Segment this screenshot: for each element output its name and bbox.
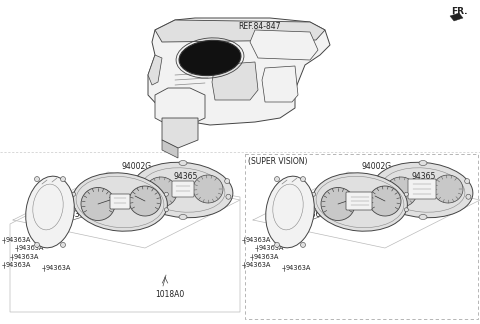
Ellipse shape — [179, 40, 241, 75]
Ellipse shape — [60, 242, 65, 248]
Ellipse shape — [312, 208, 316, 212]
Text: (SUPER VISION): (SUPER VISION) — [248, 157, 308, 166]
Ellipse shape — [179, 160, 187, 166]
Ellipse shape — [266, 176, 314, 248]
Ellipse shape — [433, 175, 463, 203]
Ellipse shape — [136, 196, 141, 202]
Ellipse shape — [376, 196, 381, 202]
Ellipse shape — [312, 173, 408, 231]
Ellipse shape — [72, 173, 168, 231]
Ellipse shape — [419, 214, 427, 219]
Text: 94363A: 94363A — [246, 237, 271, 243]
Ellipse shape — [404, 208, 408, 212]
Ellipse shape — [275, 242, 279, 248]
Text: 94363A: 94363A — [14, 254, 39, 260]
Ellipse shape — [164, 192, 168, 196]
Text: 94363A: 94363A — [259, 245, 284, 251]
Ellipse shape — [26, 176, 74, 248]
Ellipse shape — [369, 186, 401, 216]
Polygon shape — [155, 20, 325, 42]
Text: 1018A0: 1018A0 — [155, 290, 184, 299]
Polygon shape — [212, 62, 258, 100]
Ellipse shape — [275, 177, 279, 181]
Text: 94363A: 94363A — [254, 254, 279, 260]
Ellipse shape — [145, 177, 177, 207]
Ellipse shape — [300, 242, 305, 248]
Text: 94363A: 94363A — [19, 245, 44, 251]
FancyBboxPatch shape — [172, 181, 194, 197]
Ellipse shape — [376, 179, 381, 184]
Text: REF.84-847: REF.84-847 — [238, 22, 280, 31]
Polygon shape — [148, 18, 330, 125]
FancyBboxPatch shape — [346, 192, 372, 210]
FancyBboxPatch shape — [408, 179, 436, 199]
Ellipse shape — [404, 192, 408, 196]
Text: 94360D: 94360D — [65, 210, 95, 219]
Ellipse shape — [72, 208, 76, 212]
Ellipse shape — [179, 214, 187, 219]
Polygon shape — [162, 118, 198, 148]
Ellipse shape — [129, 186, 161, 216]
Ellipse shape — [164, 208, 168, 212]
Ellipse shape — [300, 177, 305, 181]
Ellipse shape — [133, 162, 233, 218]
Text: 94370B: 94370B — [348, 196, 377, 205]
Polygon shape — [262, 66, 298, 102]
Ellipse shape — [385, 177, 417, 207]
Ellipse shape — [312, 192, 316, 196]
Ellipse shape — [72, 192, 76, 196]
Text: 94363A: 94363A — [286, 265, 312, 271]
Ellipse shape — [373, 162, 473, 218]
Ellipse shape — [226, 194, 231, 199]
Ellipse shape — [225, 179, 229, 184]
Text: 94365: 94365 — [174, 172, 198, 181]
Ellipse shape — [193, 175, 223, 203]
Text: 94002G: 94002G — [122, 162, 152, 171]
Text: 94363A: 94363A — [6, 262, 31, 268]
Polygon shape — [450, 13, 463, 21]
Text: 94363A: 94363A — [6, 237, 31, 243]
FancyBboxPatch shape — [110, 194, 130, 209]
Ellipse shape — [466, 194, 471, 199]
Ellipse shape — [465, 179, 469, 184]
Polygon shape — [155, 88, 205, 125]
Polygon shape — [162, 140, 178, 158]
Text: 94363A: 94363A — [46, 265, 72, 271]
Text: 94360D: 94360D — [302, 210, 332, 219]
Polygon shape — [148, 55, 162, 85]
Text: 94370B: 94370B — [110, 196, 140, 205]
Ellipse shape — [419, 160, 427, 166]
Text: 94002G: 94002G — [362, 162, 392, 171]
Ellipse shape — [136, 179, 141, 184]
Ellipse shape — [81, 188, 115, 221]
Polygon shape — [250, 30, 318, 60]
Ellipse shape — [321, 188, 355, 221]
Ellipse shape — [60, 177, 65, 181]
Ellipse shape — [35, 242, 39, 248]
Ellipse shape — [35, 177, 39, 181]
Text: FR.: FR. — [451, 7, 468, 16]
Text: 94365: 94365 — [412, 172, 436, 181]
Text: 94363A: 94363A — [246, 262, 271, 268]
